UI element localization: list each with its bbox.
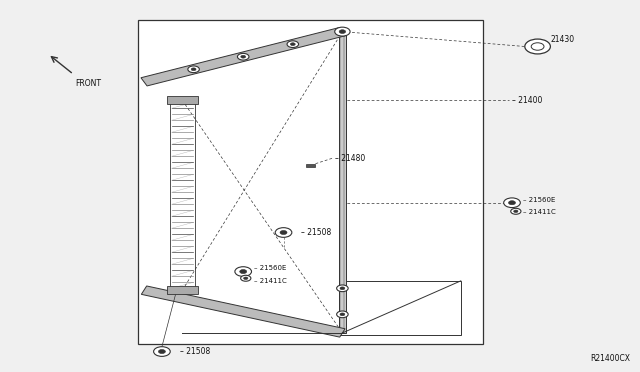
Bar bbox=[306, 164, 315, 167]
Text: – 21560E: – 21560E bbox=[254, 265, 287, 271]
Circle shape bbox=[525, 39, 550, 54]
Circle shape bbox=[514, 210, 518, 212]
Bar bbox=[138, 20, 483, 344]
Circle shape bbox=[531, 43, 544, 50]
Circle shape bbox=[237, 53, 249, 60]
Text: – 21411C: – 21411C bbox=[254, 278, 287, 284]
Circle shape bbox=[191, 68, 196, 71]
Circle shape bbox=[241, 55, 246, 58]
Circle shape bbox=[287, 41, 298, 48]
Polygon shape bbox=[141, 28, 346, 86]
Circle shape bbox=[340, 287, 345, 290]
Circle shape bbox=[335, 27, 350, 36]
Text: – 21400: – 21400 bbox=[512, 96, 542, 105]
Text: – 21560E: – 21560E bbox=[523, 197, 556, 203]
Polygon shape bbox=[141, 286, 345, 337]
Circle shape bbox=[280, 231, 287, 234]
Circle shape bbox=[504, 198, 520, 208]
Text: – 21411C: – 21411C bbox=[523, 209, 556, 215]
Circle shape bbox=[244, 277, 248, 279]
Text: – 21508: – 21508 bbox=[180, 347, 210, 356]
Circle shape bbox=[340, 313, 345, 316]
Circle shape bbox=[154, 347, 170, 356]
Circle shape bbox=[337, 311, 348, 318]
Text: – 21508: – 21508 bbox=[301, 228, 332, 237]
Circle shape bbox=[511, 208, 521, 214]
Text: R21400CX: R21400CX bbox=[590, 354, 630, 363]
Bar bbox=[339, 281, 461, 335]
Text: 21430: 21430 bbox=[550, 35, 575, 44]
Circle shape bbox=[188, 66, 200, 73]
Circle shape bbox=[241, 275, 251, 281]
Text: – 21480: – 21480 bbox=[335, 154, 365, 163]
Circle shape bbox=[339, 30, 346, 33]
Bar bbox=[339, 32, 346, 333]
Bar bbox=[167, 286, 198, 294]
Circle shape bbox=[291, 43, 295, 46]
Circle shape bbox=[275, 228, 292, 237]
Text: FRONT: FRONT bbox=[75, 79, 101, 88]
Circle shape bbox=[240, 270, 246, 273]
Bar bbox=[170, 100, 195, 290]
Circle shape bbox=[509, 201, 515, 205]
Circle shape bbox=[235, 267, 252, 276]
Bar bbox=[167, 96, 198, 104]
Circle shape bbox=[159, 350, 165, 353]
Circle shape bbox=[337, 285, 348, 292]
